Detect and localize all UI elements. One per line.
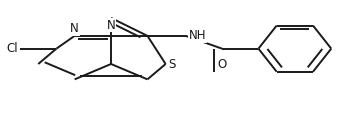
Text: O: O [217, 58, 227, 71]
Text: N: N [107, 19, 115, 32]
Text: N: N [70, 22, 79, 35]
Text: Cl: Cl [7, 42, 18, 55]
Text: S: S [169, 57, 176, 71]
Text: NH: NH [189, 29, 206, 42]
